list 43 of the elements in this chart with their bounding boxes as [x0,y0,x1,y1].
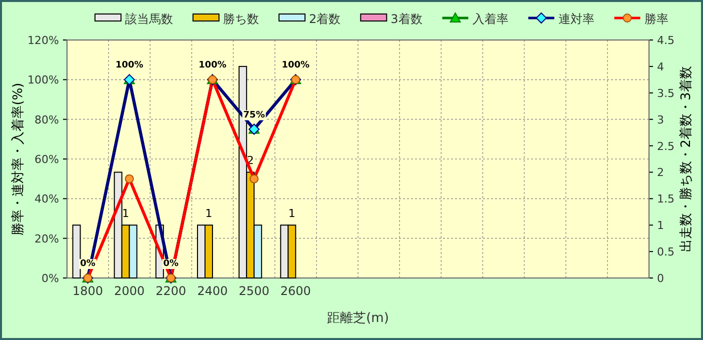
legend-label: 該当馬数 [125,12,173,26]
x-tick-label: 2600 [280,284,311,298]
data-label: 100% [115,60,144,71]
y-tick-label: 100% [28,74,59,87]
y-tick-label: 120% [28,34,59,47]
y-tick-label: 20% [34,232,59,246]
x-tick-label: 2500 [238,284,270,298]
x-tick-label: 2200 [156,284,186,298]
legend-label: 勝ち数 [223,12,259,26]
y-tick-label: 40% [34,192,59,206]
y-tick-label: 80% [34,113,59,126]
legend-label: 連対率 [558,12,594,26]
x-tick-label: 2000 [114,284,145,298]
legend-label: 入着率 [472,12,508,26]
y2-tick-label: 4.5 [657,34,674,47]
data-label: 0% [80,259,96,269]
y2-tick-label: 0.5 [657,246,674,259]
y-tick-label: 0% [42,272,59,285]
y2-tick-label: 2.5 [657,140,674,153]
legend-label: 2着数 [309,12,341,26]
data-label: 100% [198,60,226,71]
legend-label: 3着数 [390,12,422,26]
y2-tick-label: 2 [657,166,664,180]
y2-tick-label: 3 [657,113,664,126]
x-tick-label: 2400 [197,284,228,298]
y2-tick-label: 4 [657,60,664,74]
bar [72,224,81,278]
y2-tick-label: 3.5 [657,86,674,100]
data-label: 0% [163,259,179,269]
data-label: 1 [122,207,130,220]
data-label: 1 [205,207,212,220]
y2-tick-label: 1 [657,219,664,232]
legend-label: 勝率 [644,12,668,26]
y2-axis-title: 出走数・勝ち数・2着数・3着数 [678,66,694,252]
y2-tick-label: 1.5 [657,192,674,206]
y2-tick-label: 0 [657,272,664,285]
y-tick-label: 60% [34,153,59,166]
data-label: 100% [282,60,310,71]
data-label: 75% [243,110,265,120]
x-tick-label: 1800 [72,284,104,298]
x-axis-title: 距離芝(m) [327,311,389,326]
data-label: 1 [288,207,296,220]
y-axis-title: 勝率・連対率・入着率(%) [10,82,26,236]
